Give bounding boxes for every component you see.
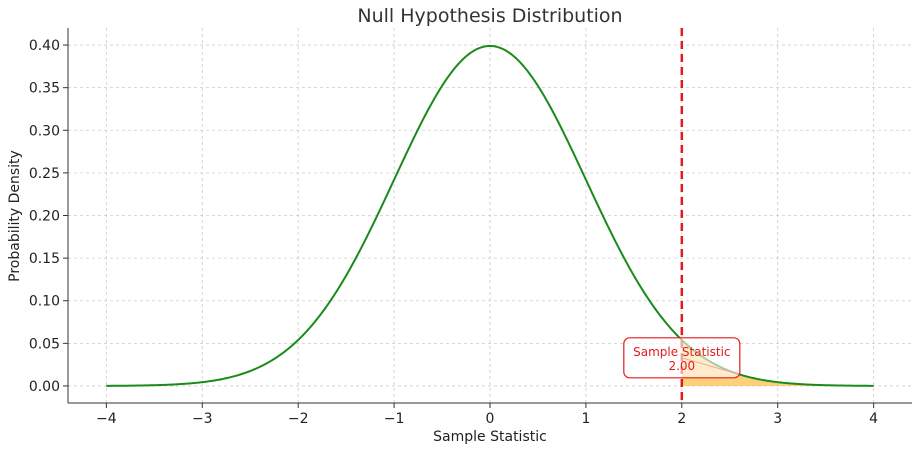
y-axis-label: Probability Density (7, 150, 23, 282)
chart-title: Null Hypothesis Distribution (357, 5, 622, 27)
x-tick-label: 3 (773, 411, 782, 427)
y-tick-label: 0.15 (29, 251, 60, 267)
y-tick-label: 0.20 (29, 209, 60, 225)
y-tick-label: 0.05 (29, 336, 60, 352)
sample-statistic-annotation: Sample Statistic 2.00 (623, 337, 741, 379)
y-tick-label: 0.00 (29, 379, 60, 395)
density-curve (106, 44, 874, 387)
annotation-value: 2.00 (668, 359, 695, 373)
x-axis-label: Sample Statistic (433, 429, 547, 445)
y-tick-label: 0.30 (29, 123, 60, 139)
y-tick-label: 0.10 (29, 294, 60, 310)
y-tick-label: 0.35 (29, 81, 60, 97)
x-tick-label: 2 (677, 411, 686, 427)
grid-lines (68, 28, 912, 403)
x-axis-ticks: −4 −3 −2 −1 0 1 2 3 4 (96, 403, 878, 427)
y-axis-ticks: 0.00 0.05 0.10 0.15 0.20 0.25 0.30 0.35 0.40 (29, 38, 68, 395)
x-tick-label: 1 (581, 411, 590, 427)
annotation-label: Sample Statistic (633, 345, 730, 359)
y-tick-label: 0.25 (29, 166, 60, 182)
x-tick-label: −4 (96, 411, 117, 427)
x-tick-label: 4 (869, 411, 878, 427)
annotation-box (623, 337, 741, 379)
x-tick-label: −3 (192, 411, 213, 427)
x-tick-label: −2 (288, 411, 309, 427)
x-tick-label: −1 (384, 411, 405, 427)
y-tick-label: 0.40 (29, 38, 60, 54)
x-tick-label: 0 (486, 411, 495, 427)
